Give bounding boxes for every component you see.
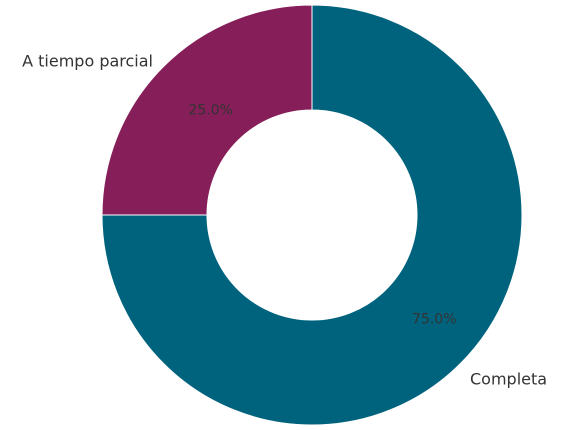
slice-completa <box>101 4 523 426</box>
value-label-a-tiempo-parcial: 25.0% <box>188 103 232 119</box>
slices-group <box>101 4 523 426</box>
value-label-completa: 75.0% <box>412 311 456 327</box>
labels-group: 75.0% Completa 25.0% A tiempo parcial <box>22 52 547 389</box>
slice-a-tiempo-parcial <box>101 4 313 216</box>
category-label-completa: Completa <box>470 370 547 389</box>
category-label-a-tiempo-parcial: A tiempo parcial <box>22 52 153 71</box>
